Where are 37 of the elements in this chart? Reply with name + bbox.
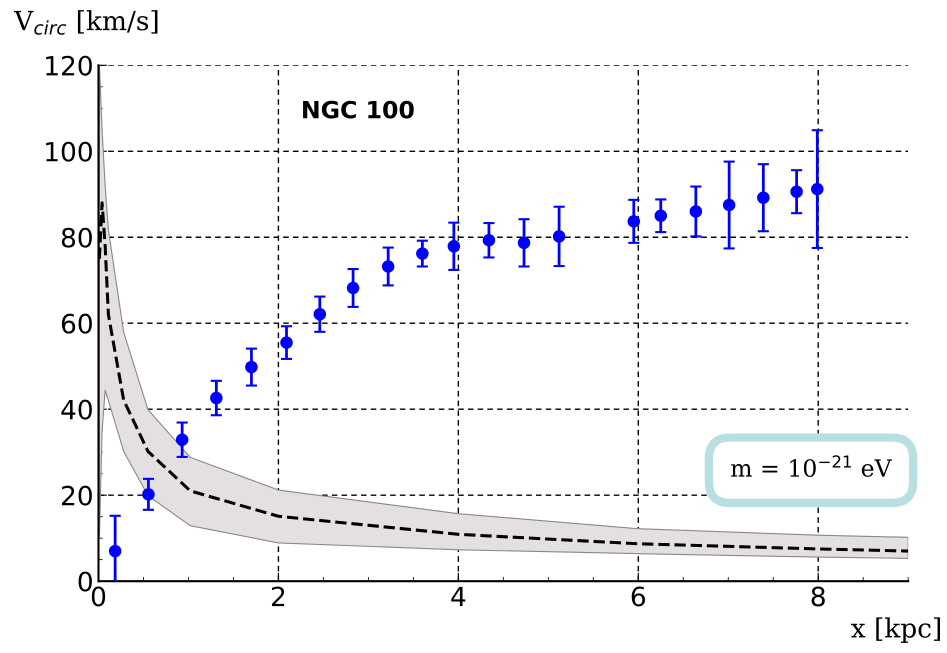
x-tick-label: 6 [632,586,646,606]
point [628,215,640,228]
point [245,360,258,374]
y-tick-label: 100 [46,142,92,162]
point [722,198,736,212]
y-tick-label: 120 [46,56,92,76]
x-tick-label: 4 [451,586,466,606]
point [176,433,188,446]
point [448,240,460,253]
text: NGC 100 [303,100,414,119]
point [210,392,223,404]
point [790,185,803,198]
point [690,205,702,218]
y-axis-title: V$_{circ}$ [km/s] [14,10,158,35]
point [382,260,394,273]
y-tick-label: 60 [62,314,92,334]
y-tick-label: 0 [78,572,92,592]
y-tick-label: 20 [62,486,92,506]
y-tick-label: 80 [62,228,92,248]
point [811,182,824,196]
point [654,210,668,222]
x-tick-label: 0 [92,586,106,606]
point [280,336,293,349]
x-tick-label: 8 [812,586,825,606]
y-tick-label: 40 [61,400,92,420]
point [108,544,122,558]
annotation: m = 10$^{−21}$ eV [730,455,892,477]
point [757,191,770,204]
point [416,247,429,260]
point [346,282,360,294]
point [314,308,326,320]
point [518,236,530,250]
point [552,230,566,243]
x-axis-title: x [kpc] [851,617,940,643]
x-tick-label: 2 [272,586,284,606]
point [482,234,496,247]
point [142,488,155,501]
